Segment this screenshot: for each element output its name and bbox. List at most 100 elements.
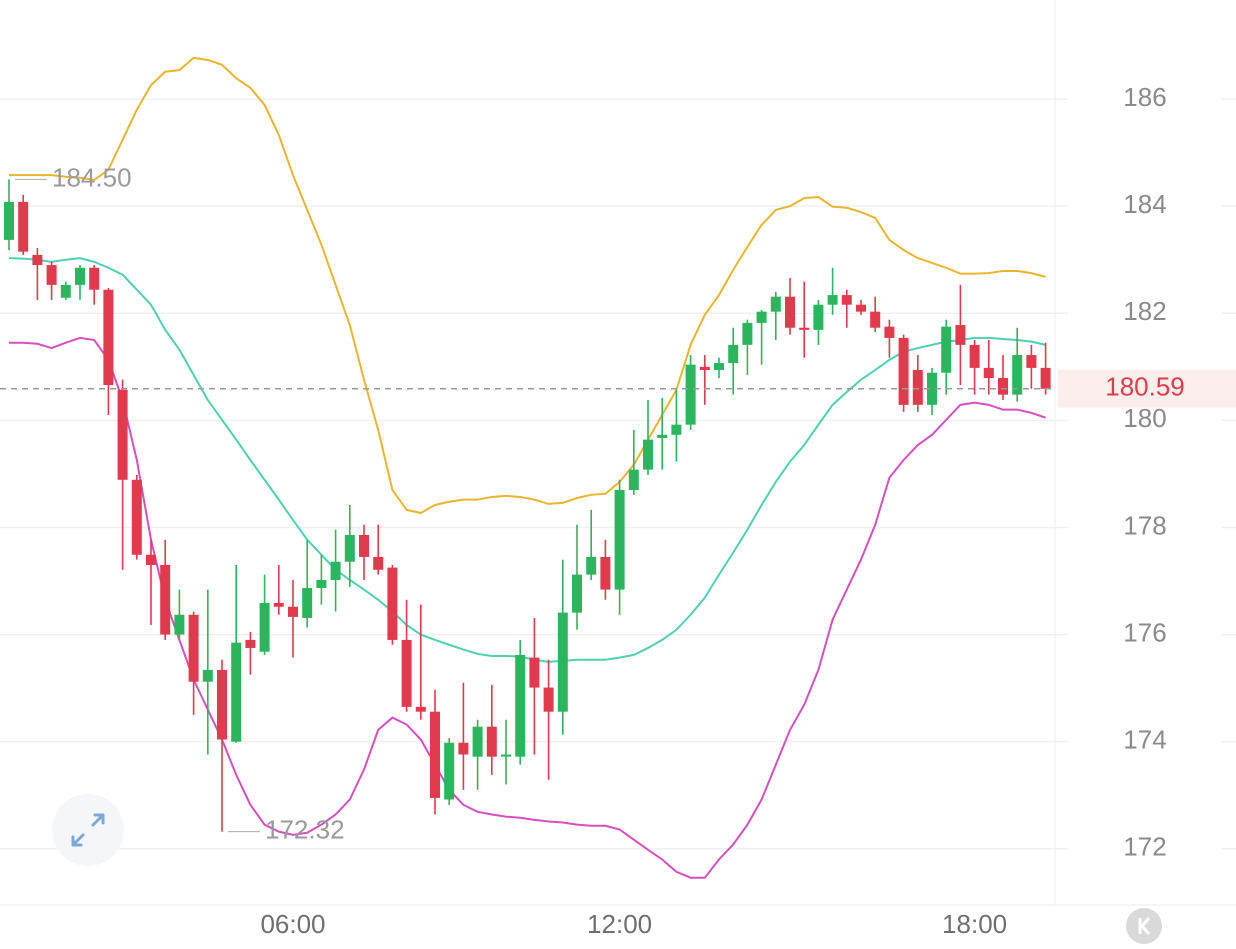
candle-body xyxy=(643,439,653,470)
candle-body xyxy=(288,606,298,617)
high-marker-label: 184.50 xyxy=(52,162,132,192)
candle-body xyxy=(89,267,100,290)
candle-body xyxy=(983,367,994,379)
candle-body xyxy=(628,469,639,490)
candle-body xyxy=(1040,367,1051,389)
candle-body xyxy=(898,337,909,405)
candle-body xyxy=(430,711,440,798)
candle-body xyxy=(557,612,568,712)
candle-body xyxy=(18,201,29,252)
candle-body xyxy=(955,325,966,345)
candle-body xyxy=(728,344,739,364)
candle-body xyxy=(941,326,952,373)
candle-body xyxy=(387,567,398,640)
candle-body xyxy=(927,372,937,405)
candle-body xyxy=(217,669,227,740)
candle-body xyxy=(998,378,1008,395)
candle-body xyxy=(444,742,455,800)
candle-body xyxy=(714,363,724,371)
y-tick-label: 174 xyxy=(1123,725,1166,755)
candle-body xyxy=(373,556,384,570)
candle-body xyxy=(117,389,128,480)
band-line xyxy=(9,56,1046,515)
y-tick-label: 176 xyxy=(1123,617,1166,647)
candle-body xyxy=(458,742,469,755)
candle-body xyxy=(316,579,327,588)
y-tick-label: 180 xyxy=(1123,403,1166,433)
y-tick-label: 182 xyxy=(1123,296,1166,326)
candle-body xyxy=(657,434,668,439)
candle-body xyxy=(969,344,980,368)
candle-body xyxy=(259,602,270,652)
candle-body xyxy=(685,364,696,425)
candle-body xyxy=(302,587,313,618)
candle-body xyxy=(799,327,810,330)
expand-icon[interactable] xyxy=(71,813,105,847)
candle-body xyxy=(359,534,369,557)
candle-body xyxy=(529,657,540,688)
y-tick-label: 178 xyxy=(1123,510,1166,540)
band-line xyxy=(8,257,1046,663)
back-icon[interactable] xyxy=(1138,917,1151,935)
candle-body xyxy=(501,754,511,757)
last-price-bg xyxy=(1058,369,1236,408)
y-tick-label: 172 xyxy=(1123,832,1166,862)
candle-body xyxy=(572,574,582,613)
candle-body xyxy=(543,687,554,712)
candle-body xyxy=(756,311,767,323)
candle-body xyxy=(827,295,838,305)
candle-body xyxy=(188,614,199,682)
candle-body xyxy=(245,639,256,648)
candle-body xyxy=(131,479,142,555)
candle-body xyxy=(1012,355,1023,395)
candle-body xyxy=(472,726,483,757)
candle-body xyxy=(146,554,156,565)
candle-body xyxy=(1026,355,1037,368)
expand-button[interactable] xyxy=(52,794,124,866)
candle-body xyxy=(841,295,852,305)
candle-body xyxy=(486,726,497,757)
x-tick-label: 18:00 xyxy=(942,909,1007,939)
last-price-label: 180.59 xyxy=(1105,372,1185,402)
band-line xyxy=(9,336,1046,879)
candle-body xyxy=(32,254,43,266)
candle-body xyxy=(870,311,881,328)
back-bg[interactable] xyxy=(1126,908,1162,944)
candle-body xyxy=(75,267,85,285)
candle-body xyxy=(231,642,242,742)
candle-body xyxy=(174,614,185,635)
candle-body xyxy=(785,296,795,328)
y-tick-label: 186 xyxy=(1123,82,1166,112)
candle-body xyxy=(401,639,412,707)
candle-body xyxy=(600,556,611,590)
candle-body xyxy=(742,322,753,345)
candle-body xyxy=(330,561,341,580)
candle-body xyxy=(160,564,171,635)
candle-body xyxy=(415,706,426,712)
candle-body xyxy=(614,489,625,590)
candle-body xyxy=(770,296,781,312)
candle-body xyxy=(912,370,923,405)
candle-body xyxy=(344,534,355,562)
candle-body xyxy=(671,424,682,435)
back-button[interactable] xyxy=(1126,908,1162,944)
expand-bg[interactable] xyxy=(52,794,124,866)
candle-body xyxy=(856,304,866,312)
candle-body xyxy=(813,304,824,330)
candle-body xyxy=(60,284,71,298)
candle-body xyxy=(515,654,526,757)
candle-body xyxy=(4,201,14,240)
candle-body xyxy=(586,556,597,575)
candle-body xyxy=(103,289,114,386)
candle-body xyxy=(884,326,895,338)
y-tick-label: 184 xyxy=(1123,189,1166,219)
candle-body xyxy=(273,602,284,607)
x-tick-label: 06:00 xyxy=(260,909,325,939)
candle-body xyxy=(202,669,213,682)
low-marker-label: 172.32 xyxy=(265,815,345,845)
x-tick-label: 12:00 xyxy=(587,909,652,939)
candle-body xyxy=(46,265,57,285)
candle-body xyxy=(699,366,710,371)
